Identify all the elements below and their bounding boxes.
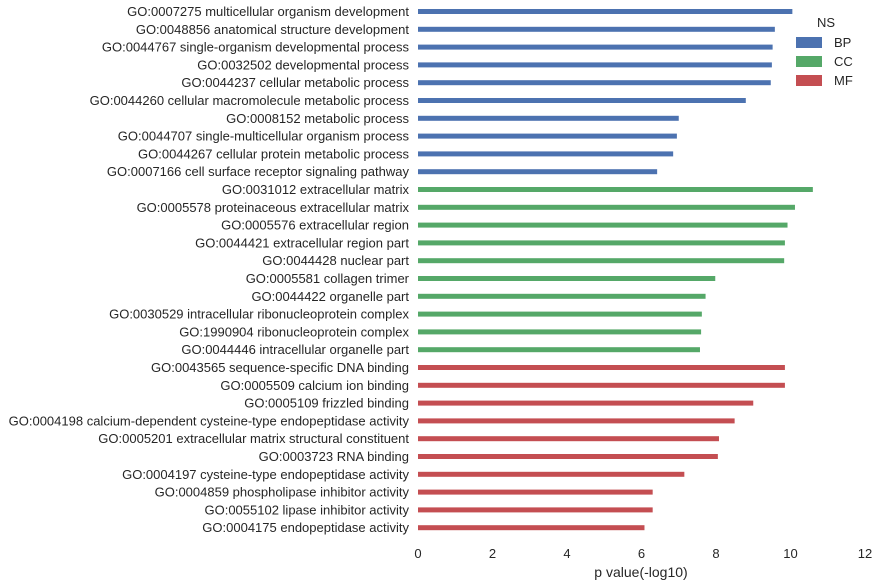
category-labels: GO:0007275 multicellular organism develo… (9, 4, 410, 535)
category-label-14: GO:0044421 extracellular region part (195, 235, 409, 250)
category-label-1: GO:0007275 multicellular organism develo… (127, 4, 409, 19)
legend-label-cc: CC (834, 54, 853, 69)
bar-9 (418, 151, 674, 157)
bar-20 (418, 347, 700, 353)
category-label-7: GO:0008152 metabolic process (226, 111, 409, 126)
category-label-3: GO:0044767 single-organism developmental… (102, 40, 410, 55)
category-label-10: GO:0007166 cell surface receptor signali… (107, 164, 410, 179)
category-label-8: GO:0044707 single-multicellular organism… (118, 129, 410, 144)
category-label-24: GO:0004198 calcium-dependent cysteine-ty… (9, 413, 410, 428)
bars-group (418, 9, 813, 531)
category-label-29: GO:0055102 lipase inhibitor activity (204, 502, 409, 517)
bar-4 (418, 62, 772, 68)
x-tick-label-10: 10 (783, 546, 797, 561)
bar-23 (418, 400, 754, 406)
category-label-2: GO:0048856 anatomical structure developm… (136, 22, 410, 37)
category-label-22: GO:0005509 calcium ion binding (220, 378, 409, 393)
category-label-21: GO:0043565 sequence-specific DNA binding (151, 360, 409, 375)
x-tick-label-8: 8 (712, 546, 719, 561)
bar-12 (418, 204, 795, 210)
bar-19 (418, 329, 702, 335)
category-label-18: GO:0030529 intracellular ribonucleoprote… (109, 307, 409, 322)
bar-25 (418, 436, 719, 442)
bar-7 (418, 115, 679, 121)
bar-24 (418, 418, 735, 424)
legend-swatch-cc (796, 56, 822, 67)
bar-21 (418, 365, 785, 370)
category-label-26: GO:0003723 RNA binding (259, 449, 409, 464)
category-label-9: GO:0044267 cellular protein metabolic pr… (138, 146, 409, 161)
category-label-13: GO:0005576 extracellular region (221, 218, 409, 233)
category-label-5: GO:0044237 cellular metabolic process (181, 75, 409, 90)
bar-22 (418, 382, 785, 388)
bar-30 (418, 525, 645, 531)
bar-29 (418, 507, 653, 513)
bar-8 (418, 133, 677, 139)
bar-16 (418, 276, 716, 281)
category-label-17: GO:0044422 organelle part (251, 289, 409, 304)
category-label-25: GO:0005201 extracellular matrix structur… (98, 431, 409, 446)
bar-14 (418, 240, 785, 246)
bar-11 (418, 187, 813, 192)
legend-swatch-mf (796, 75, 822, 86)
category-label-23: GO:0005109 frizzled binding (244, 396, 409, 411)
category-label-19: GO:1990904 ribonucleoprotein complex (179, 324, 409, 339)
category-label-11: GO:0031012 extracellular matrix (222, 182, 410, 197)
category-label-16: GO:0005581 collagen trimer (246, 271, 410, 286)
x-tick-label-6: 6 (638, 546, 645, 561)
x-tick-label-12: 12 (858, 546, 872, 561)
bar-1 (418, 9, 793, 14)
legend-label-bp: BP (834, 35, 851, 50)
bar-27 (418, 471, 685, 477)
bar-5 (418, 80, 771, 86)
bar-2 (418, 26, 775, 32)
legend-title: NS (817, 15, 835, 30)
x-tick-label-4: 4 (563, 546, 570, 561)
bar-17 (418, 293, 706, 299)
bar-28 (418, 489, 653, 495)
x-tick-label-0: 0 (414, 546, 421, 561)
x-tick-label-2: 2 (489, 546, 496, 561)
category-label-27: GO:0004197 cysteine-type endopeptidase a… (122, 467, 409, 482)
bar-6 (418, 98, 746, 103)
category-label-28: GO:0004859 phospholipase inhibitor activ… (155, 485, 410, 500)
legend-label-mf: MF (834, 73, 853, 88)
legend: NS BP CC MF (796, 15, 853, 88)
category-label-12: GO:0005578 proteinaceous extracellular m… (137, 200, 410, 215)
category-label-6: GO:0044260 cellular macromolecule metabo… (90, 93, 410, 108)
bar-18 (418, 311, 702, 317)
legend-swatch-bp (796, 37, 822, 48)
bar-15 (418, 258, 785, 264)
x-axis-title: p value(-log10) (594, 564, 687, 580)
bar-26 (418, 454, 718, 459)
category-label-20: GO:0044446 intracellular organelle part (181, 342, 409, 357)
x-axis-ticks: 0 2 4 6 8 10 12 (414, 546, 872, 561)
bar-3 (418, 44, 773, 50)
bar-10 (418, 169, 658, 175)
legend-entries: BP CC MF (796, 35, 853, 88)
category-label-30: GO:0004175 endopeptidase activity (202, 520, 409, 535)
bar-13 (418, 222, 788, 228)
category-label-15: GO:0044428 nuclear part (262, 253, 409, 268)
category-label-4: GO:0032502 developmental process (197, 57, 409, 72)
